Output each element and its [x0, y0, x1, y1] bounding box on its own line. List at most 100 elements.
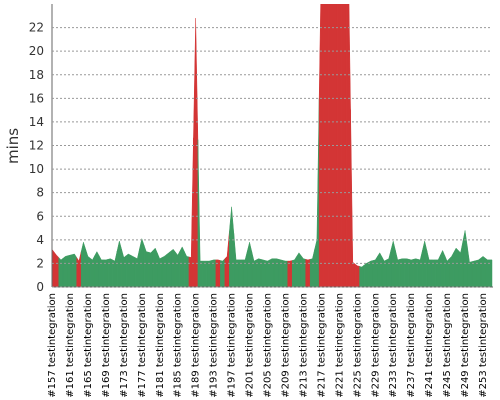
x-tick-label: #177 testintegration: [137, 293, 148, 398]
x-tick-label: #233 testintegration: [388, 293, 399, 398]
x-tick-label: #249 testintegration: [460, 293, 471, 398]
area-segment: [282, 260, 288, 287]
area-segment: [359, 264, 365, 287]
area-segment: [372, 255, 378, 287]
area-segment: [265, 259, 271, 287]
x-tick-label: #213 testintegration: [298, 293, 309, 398]
area-segment: [354, 263, 360, 287]
x-tick-label: #221 testintegration: [334, 293, 345, 398]
y-tick-label: 18: [29, 68, 44, 82]
x-tick-label: #157 testintegration: [47, 293, 58, 398]
y-tick-label: 22: [29, 21, 44, 35]
area-segment: [179, 246, 185, 287]
area-segment: [327, 4, 333, 287]
x-tick-label: #245 testintegration: [442, 293, 453, 398]
area-segment: [350, 109, 356, 287]
area-segment: [332, 4, 338, 287]
area-segment: [318, 4, 324, 287]
area-segment: [98, 255, 104, 287]
area-segment: [453, 247, 459, 287]
y-tick-label: 6: [36, 209, 44, 223]
x-tick-label: #201 testintegration: [245, 293, 256, 398]
plot-area: [52, 4, 493, 287]
area-segment: [314, 98, 320, 287]
area-segment: [476, 257, 482, 287]
area-segment: [395, 250, 401, 287]
area-segment: [440, 249, 446, 287]
x-tick-label: #181 testintegration: [155, 293, 166, 398]
area-segment: [94, 251, 100, 287]
area-segment: [80, 241, 86, 287]
area-segment: [273, 258, 279, 287]
area-segment: [449, 252, 455, 287]
x-tick-label: #193 testintegration: [209, 293, 220, 398]
area-segment: [229, 206, 235, 287]
area-segment: [309, 249, 315, 287]
y-tick-label: 12: [29, 139, 44, 153]
area-segment: [422, 240, 428, 287]
area-segment: [193, 18, 199, 287]
area-segment: [157, 253, 163, 287]
area-segment: [269, 258, 275, 287]
y-axis-label: mins: [4, 128, 22, 164]
x-tick-label: #229 testintegration: [370, 293, 381, 398]
area-segment: [458, 241, 464, 287]
area-segment: [175, 250, 181, 287]
area-segment: [467, 246, 473, 287]
x-tick-label: #165 testintegration: [83, 293, 94, 398]
x-tick-label: #185 testintegration: [173, 293, 184, 398]
area-segment: [53, 251, 59, 287]
area-segment: [202, 260, 208, 287]
area-segment: [170, 248, 176, 287]
area-segment: [116, 240, 122, 287]
area-segment: [431, 259, 437, 287]
area-segment: [363, 261, 369, 287]
area-segment: [152, 247, 158, 287]
area-segment: [112, 250, 118, 287]
area-segment: [399, 258, 405, 287]
area-segment: [197, 139, 203, 287]
area-segment: [184, 251, 190, 287]
x-tick-label: #161 testintegration: [65, 293, 76, 398]
x-tick-label: #225 testintegration: [352, 293, 363, 398]
area-segment: [444, 255, 450, 287]
area-segment: [341, 4, 347, 287]
area-segment: [386, 249, 392, 287]
area-segment: [251, 251, 257, 287]
area-segment: [89, 255, 95, 287]
area-segment: [148, 249, 154, 287]
area-segment: [323, 4, 329, 287]
area-segment: [139, 237, 145, 287]
y-tick-label: 2: [36, 256, 44, 270]
x-tick-label: #189 testintegration: [191, 293, 202, 398]
area-segment: [188, 137, 194, 287]
area-segment: [417, 250, 423, 287]
area-segment: [426, 250, 432, 287]
y-tick-label: 20: [29, 44, 44, 58]
area-segment: [85, 249, 91, 287]
area-segment: [278, 258, 284, 287]
area-segment: [125, 253, 131, 287]
area-segment: [161, 254, 167, 287]
x-tick-label: #197 testintegration: [227, 293, 238, 398]
area-segment: [377, 252, 383, 287]
area-segment: [211, 259, 217, 287]
area-segment: [206, 260, 212, 287]
x-tick-label: #217 testintegration: [316, 293, 327, 398]
area-segment: [242, 250, 248, 287]
area-segment: [489, 259, 493, 287]
area-segment: [143, 245, 149, 287]
x-tick-label: #241 testintegration: [424, 293, 435, 398]
area-segment: [336, 4, 342, 287]
area-segment: [462, 230, 468, 287]
area-segment: [345, 4, 351, 287]
area-segment: [233, 233, 239, 287]
area-segment: [435, 255, 441, 287]
area-segment: [238, 259, 244, 287]
y-tick-label: 16: [29, 91, 44, 105]
area-segment: [480, 256, 486, 287]
area-segment: [76, 251, 82, 287]
x-tick-label: #209 testintegration: [280, 293, 291, 398]
area-segment: [247, 242, 253, 287]
